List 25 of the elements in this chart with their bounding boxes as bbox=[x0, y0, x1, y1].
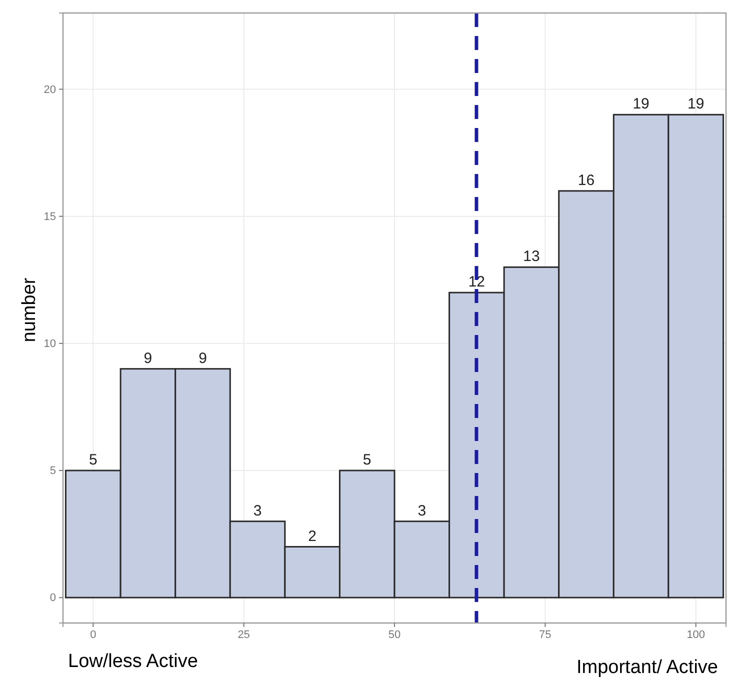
data-label: 9 bbox=[198, 350, 207, 367]
x-tick-label: 50 bbox=[388, 628, 401, 641]
x-tick-label: 0 bbox=[90, 628, 96, 641]
y-tick-label: 20 bbox=[44, 84, 56, 96]
data-label: 5 bbox=[362, 452, 372, 468]
data-label: 2 bbox=[308, 528, 316, 545]
y-tick-label: 10 bbox=[44, 338, 56, 350]
data-label: 19 bbox=[688, 96, 704, 113]
data-label: 19 bbox=[632, 96, 650, 113]
data-label: 3 bbox=[418, 502, 426, 520]
x-tick-label: 25 bbox=[238, 628, 250, 641]
data-label: 16 bbox=[578, 172, 595, 189]
text: Low/less Active bbox=[68, 651, 198, 672]
x-tick-label: 100 bbox=[686, 628, 706, 641]
data-label: 3 bbox=[253, 502, 262, 520]
x-tick-label: 75 bbox=[539, 628, 552, 641]
y-tick-label: 0 bbox=[50, 592, 56, 604]
y-tick-label: 5 bbox=[50, 465, 56, 478]
y-axis-title: number bbox=[19, 277, 40, 342]
y-tick-label: 15 bbox=[44, 210, 56, 223]
data-label: 12 bbox=[468, 274, 486, 291]
data-label: 5 bbox=[88, 452, 98, 468]
text: Important/ Active bbox=[576, 657, 718, 678]
data-label: 13 bbox=[523, 248, 540, 266]
data-label: 9 bbox=[144, 350, 152, 367]
